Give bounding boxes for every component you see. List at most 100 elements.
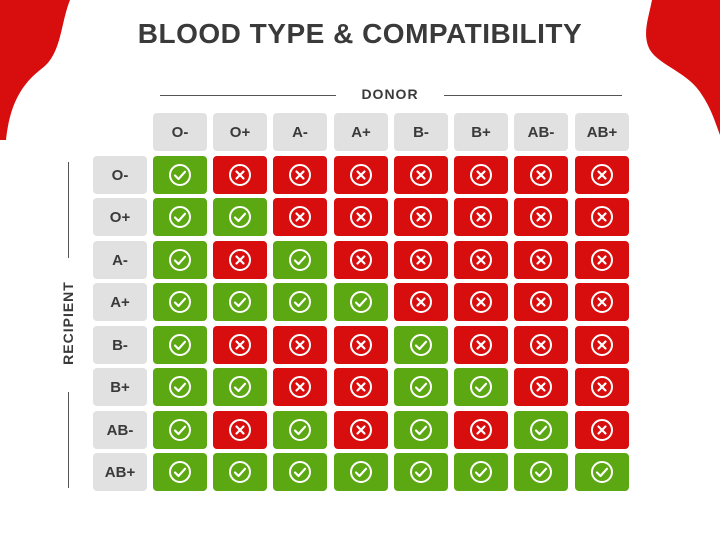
x-circle-icon <box>349 205 373 229</box>
check-circle-icon <box>349 290 373 314</box>
check-circle-icon <box>288 418 312 442</box>
check-circle-icon <box>409 460 433 484</box>
incompatible-cell-r1-c5 <box>454 198 508 236</box>
x-circle-icon <box>590 163 614 187</box>
compatible-cell-r5-c4 <box>394 368 448 406</box>
x-circle-icon <box>288 375 312 399</box>
incompatible-cell-r0-c7 <box>575 156 629 194</box>
x-circle-icon <box>349 248 373 272</box>
check-circle-icon <box>168 375 192 399</box>
donor-header-5: B+ <box>454 113 508 151</box>
recipient-header-7: AB+ <box>93 453 147 491</box>
incompatible-cell-r3-c4 <box>394 283 448 321</box>
x-circle-icon <box>590 290 614 314</box>
compatible-cell-r7-c1 <box>213 453 267 491</box>
compatible-cell-r7-c4 <box>394 453 448 491</box>
check-circle-icon <box>409 333 433 357</box>
compatible-cell-r5-c5 <box>454 368 508 406</box>
compatible-cell-r6-c6 <box>514 411 568 449</box>
compatible-cell-r1-c1 <box>213 198 267 236</box>
incompatible-cell-r1-c6 <box>514 198 568 236</box>
check-circle-icon <box>228 375 252 399</box>
donor-axis-label: DONOR <box>361 86 419 102</box>
check-circle-icon <box>469 460 493 484</box>
x-circle-icon <box>469 163 493 187</box>
x-circle-icon <box>288 205 312 229</box>
check-circle-icon <box>590 460 614 484</box>
compatible-cell-r3-c1 <box>213 283 267 321</box>
recipient-divider-top <box>68 162 69 258</box>
compatible-cell-r7-c7 <box>575 453 629 491</box>
compatible-cell-r7-c3 <box>334 453 388 491</box>
incompatible-cell-r0-c3 <box>334 156 388 194</box>
check-circle-icon <box>288 460 312 484</box>
check-circle-icon <box>288 290 312 314</box>
x-circle-icon <box>529 290 553 314</box>
incompatible-cell-r0-c1 <box>213 156 267 194</box>
decorative-red-corner-left <box>0 0 70 140</box>
x-circle-icon <box>529 248 553 272</box>
incompatible-cell-r6-c3 <box>334 411 388 449</box>
x-circle-icon <box>529 205 553 229</box>
check-circle-icon <box>529 460 553 484</box>
check-circle-icon <box>168 460 192 484</box>
compatible-cell-r2-c2 <box>273 241 327 279</box>
incompatible-cell-r0-c2 <box>273 156 327 194</box>
x-circle-icon <box>590 375 614 399</box>
incompatible-cell-r4-c6 <box>514 326 568 364</box>
compatible-cell-r7-c5 <box>454 453 508 491</box>
x-circle-icon <box>590 418 614 442</box>
incompatible-cell-r1-c3 <box>334 198 388 236</box>
donor-divider-right <box>444 95 622 96</box>
donor-header-1: O+ <box>213 113 267 151</box>
donor-header-0: O- <box>153 113 207 151</box>
incompatible-cell-r2-c3 <box>334 241 388 279</box>
incompatible-cell-r2-c1 <box>213 241 267 279</box>
recipient-header-4: B- <box>93 326 147 364</box>
check-circle-icon <box>529 418 553 442</box>
compatible-cell-r5-c1 <box>213 368 267 406</box>
incompatible-cell-r4-c3 <box>334 326 388 364</box>
donor-header-7: AB+ <box>575 113 629 151</box>
compatible-cell-r7-c0 <box>153 453 207 491</box>
incompatible-cell-r6-c7 <box>575 411 629 449</box>
incompatible-cell-r3-c5 <box>454 283 508 321</box>
x-circle-icon <box>228 248 252 272</box>
x-circle-icon <box>469 290 493 314</box>
x-circle-icon <box>529 163 553 187</box>
x-circle-icon <box>409 163 433 187</box>
incompatible-cell-r4-c2 <box>273 326 327 364</box>
x-circle-icon <box>288 333 312 357</box>
incompatible-cell-r6-c5 <box>454 411 508 449</box>
check-circle-icon <box>228 205 252 229</box>
compatible-cell-r6-c0 <box>153 411 207 449</box>
x-circle-icon <box>529 375 553 399</box>
incompatible-cell-r1-c2 <box>273 198 327 236</box>
compatible-cell-r3-c3 <box>334 283 388 321</box>
compatible-cell-r0-c0 <box>153 156 207 194</box>
donor-header-6: AB- <box>514 113 568 151</box>
incompatible-cell-r1-c4 <box>394 198 448 236</box>
incompatible-cell-r4-c7 <box>575 326 629 364</box>
recipient-header-5: B+ <box>93 368 147 406</box>
check-circle-icon <box>168 248 192 272</box>
recipient-header-0: O- <box>93 156 147 194</box>
check-circle-icon <box>349 460 373 484</box>
x-circle-icon <box>469 248 493 272</box>
x-circle-icon <box>590 248 614 272</box>
check-circle-icon <box>228 460 252 484</box>
decorative-red-corner-right <box>646 0 720 135</box>
incompatible-cell-r0-c6 <box>514 156 568 194</box>
compatible-cell-r6-c2 <box>273 411 327 449</box>
page-title: BLOOD TYPE & COMPATIBILITY <box>137 18 583 49</box>
incompatible-cell-r4-c5 <box>454 326 508 364</box>
x-circle-icon <box>590 205 614 229</box>
donor-header-3: A+ <box>334 113 388 151</box>
donor-header-4: B- <box>394 113 448 151</box>
incompatible-cell-r4-c1 <box>213 326 267 364</box>
x-circle-icon <box>349 375 373 399</box>
x-circle-icon <box>349 418 373 442</box>
x-circle-icon <box>409 205 433 229</box>
check-circle-icon <box>288 248 312 272</box>
compatible-cell-r5-c0 <box>153 368 207 406</box>
